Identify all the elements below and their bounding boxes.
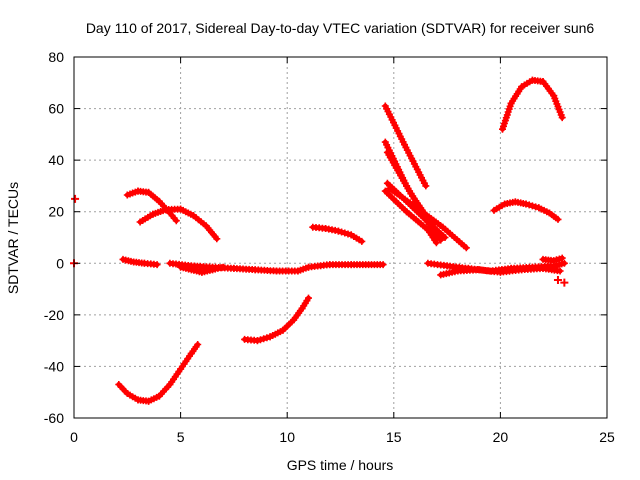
series-steep-5	[386, 185, 470, 252]
grid	[74, 57, 607, 418]
y-tick-label: 0	[56, 255, 64, 271]
data-point	[334, 227, 342, 235]
data-point	[441, 234, 449, 241]
series-tail-points	[553, 276, 569, 287]
series-steep-6	[381, 187, 440, 247]
y-tick-label: -20	[44, 307, 64, 323]
data-point	[379, 261, 387, 269]
data-point	[172, 217, 180, 225]
data-point	[528, 202, 536, 210]
data-point	[422, 182, 430, 190]
series-arc-low-2	[241, 294, 312, 345]
data-series	[70, 76, 569, 405]
series-arc-upper-1	[123, 187, 180, 225]
data-point	[554, 215, 562, 223]
data-point	[194, 341, 202, 348]
x-tick-label: 10	[279, 429, 295, 445]
series-steep-1	[381, 102, 430, 190]
x-axis-label: GPS time / hours	[287, 457, 394, 473]
series-arc-top	[499, 76, 566, 133]
series-arc-upper-3	[309, 223, 366, 245]
data-point	[432, 239, 440, 247]
data-point	[525, 201, 533, 209]
series-near-zero-1	[119, 255, 161, 269]
y-tick-label: -60	[44, 410, 64, 426]
series-near-zero-6	[539, 254, 566, 265]
data-point	[341, 229, 349, 237]
y-tick-label: 60	[48, 101, 64, 117]
ticks: 0 5 10 15 20 25 -60 -40 -20 0 20 40 60 80	[44, 49, 615, 445]
data-point	[462, 244, 470, 252]
x-tick-label: 15	[386, 429, 402, 445]
y-tick-label: 40	[48, 152, 64, 168]
data-point	[71, 194, 80, 203]
plot-frame	[73, 56, 608, 419]
data-point	[560, 259, 568, 267]
data-point	[532, 203, 540, 211]
series-arc-upper-2	[136, 205, 221, 243]
data-point	[213, 235, 221, 243]
data-point	[260, 335, 268, 343]
y-tick-label: 80	[48, 49, 64, 65]
data-point	[263, 334, 271, 342]
data-point	[338, 228, 346, 236]
data-point	[558, 254, 566, 262]
y-tick-label: 20	[48, 204, 64, 220]
data-point	[556, 267, 564, 275]
data-point	[305, 294, 312, 302]
data-point	[522, 200, 530, 208]
x-tick-label: 20	[493, 429, 509, 445]
series-isolated-points	[70, 194, 80, 268]
series-near-zero-5	[437, 264, 564, 279]
data-point	[553, 276, 562, 285]
data-point	[153, 261, 161, 269]
data-point	[219, 263, 227, 271]
data-point	[344, 230, 352, 238]
x-tick-label: 25	[599, 429, 615, 445]
x-tick-label: 5	[177, 429, 185, 445]
data-point	[558, 114, 566, 122]
data-point	[437, 236, 445, 244]
series-near-zero-3	[177, 263, 227, 276]
y-tick-label: -40	[44, 358, 64, 374]
series-arc-low-1	[115, 341, 202, 405]
x-tick-label: 0	[70, 429, 78, 445]
data-point	[358, 237, 366, 245]
series-arc-upper-4	[490, 198, 562, 223]
y-axis-label: SDTVAR / TECUs	[5, 182, 21, 294]
data-point	[560, 278, 569, 287]
data-point	[257, 336, 264, 344]
chart-title: Day 110 of 2017, Sidereal Day-to-day VTE…	[86, 20, 595, 36]
